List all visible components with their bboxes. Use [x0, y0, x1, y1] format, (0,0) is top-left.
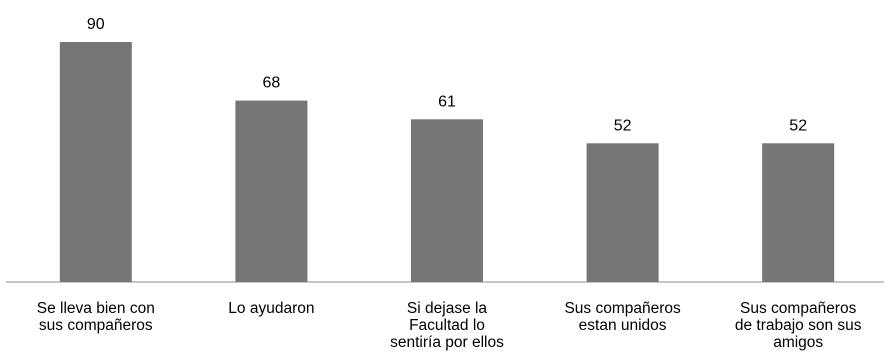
- category-label-line: amigos: [773, 334, 823, 351]
- value-label-1: 90: [87, 16, 105, 33]
- category-label-line: estan unidos: [579, 317, 667, 334]
- category-labels-group: Se lleva bien con sus compañeros Lo ayudar…: [37, 300, 862, 351]
- category-label-line: Se lleva bien con: [37, 300, 155, 317]
- category-label-line: Facultad lo: [409, 317, 485, 334]
- category-label-line: sentiría por ellos: [390, 334, 504, 351]
- bars-group: [59, 42, 835, 282]
- bar-2: [235, 100, 308, 282]
- value-label-3: 61: [438, 93, 456, 110]
- category-label-5: Sus compañeros de trabajo son sus amigos: [735, 300, 862, 351]
- category-label-1: Se lleva bien con sus compañeros: [37, 300, 155, 334]
- category-label-line: Sus compañeros: [740, 300, 857, 317]
- category-label-line: de trabajo son sus: [735, 317, 862, 334]
- category-label-line: sus compañeros: [39, 317, 153, 334]
- category-label-line: Lo ayudaron: [228, 300, 314, 317]
- value-label-5: 52: [789, 117, 807, 134]
- value-labels-group: 90 68 61 52 52: [87, 16, 807, 134]
- category-label-line: Sus compañeros: [564, 300, 681, 317]
- category-label-3: Si dejase la Facultad lo sentiría por ello…: [390, 300, 504, 351]
- bar-1: [59, 42, 132, 282]
- bar-4: [586, 143, 659, 282]
- category-label-2: Lo ayudaron: [228, 300, 314, 317]
- category-label-line: Si dejase la: [407, 300, 488, 317]
- value-label-4: 52: [614, 117, 632, 134]
- bar-5: [762, 143, 835, 282]
- value-label-2: 68: [263, 75, 281, 92]
- category-label-4: Sus compañeros estan unidos: [564, 300, 681, 334]
- bar-3: [411, 119, 483, 282]
